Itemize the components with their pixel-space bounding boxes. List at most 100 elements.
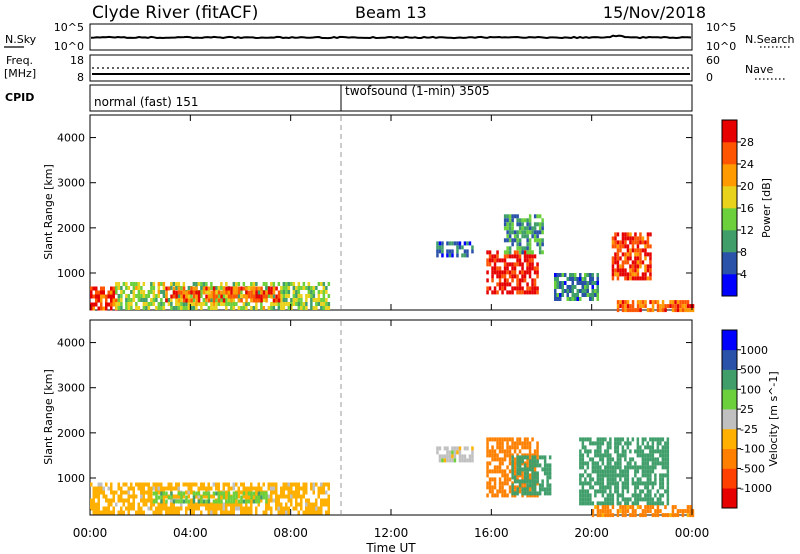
power-cell [656, 308, 660, 313]
velocity-cell [162, 498, 165, 503]
velocity-cell [451, 454, 454, 459]
velocity-cell [533, 459, 537, 464]
power-cell [571, 297, 574, 301]
power-cell [511, 278, 514, 283]
power-cell [569, 289, 572, 293]
velocity-cell [501, 445, 504, 450]
power-cell [265, 286, 268, 290]
velocity-cell [237, 499, 241, 504]
power-cell [616, 256, 620, 261]
velocity-cell [327, 506, 330, 511]
velocity-cell [531, 475, 534, 480]
velocity-cell [265, 502, 268, 507]
velocity-cell [546, 475, 549, 480]
velocity-cell [516, 459, 519, 464]
velocity-cell [95, 510, 98, 515]
power-cell [521, 246, 524, 251]
velocity-cell [619, 505, 622, 510]
velocity-cell [310, 486, 313, 491]
velocity-cell [661, 473, 665, 478]
power-cell [237, 286, 241, 291]
velocity-cell [526, 437, 529, 442]
power-cell [217, 302, 221, 306]
velocity-cell [220, 510, 223, 515]
power-cell [611, 236, 615, 241]
colorbar-tick-label: 28 [740, 136, 754, 149]
power-cell [589, 273, 592, 277]
velocity-cell [651, 441, 655, 446]
power-cell [202, 298, 206, 302]
power-cell [210, 302, 213, 306]
velocity-cell [611, 501, 615, 506]
power-cell [533, 266, 537, 271]
velocity-cell [102, 506, 105, 511]
power-cell [666, 304, 670, 309]
power-cell [596, 297, 599, 301]
power-cell [307, 290, 311, 294]
velocity-cell [596, 461, 600, 466]
velocity-cell [471, 446, 474, 451]
power-cell [536, 286, 539, 291]
power-cell [192, 306, 196, 310]
velocity-cell [137, 486, 140, 491]
power-cell [237, 294, 241, 298]
velocity-cell [541, 467, 544, 472]
power-cell [661, 304, 665, 309]
velocity-cell [205, 491, 208, 496]
velocity-cell [548, 471, 552, 476]
power-cell [192, 286, 196, 291]
velocity-cell [157, 486, 160, 491]
power-cell [626, 272, 630, 277]
velocity-cell [280, 510, 283, 515]
power-cell [644, 256, 647, 261]
velocity-cell [646, 461, 650, 466]
velocity-cell [518, 471, 522, 476]
power-cell [508, 214, 512, 219]
power-cell [491, 258, 494, 263]
velocity-cell [594, 489, 597, 494]
velocity-cell [257, 502, 260, 507]
velocity-cell [493, 477, 497, 482]
velocity-cell [503, 449, 507, 454]
velocity-cell [177, 510, 180, 515]
velocity-cell [508, 445, 512, 450]
power-cell [458, 245, 462, 250]
velocity-cell [624, 473, 627, 478]
velocity-cell [486, 453, 489, 458]
velocity-cell [651, 449, 655, 454]
velocity-cell [105, 482, 108, 487]
velocity-cell [681, 509, 685, 514]
velocity-cell [644, 465, 647, 470]
power-cell [232, 302, 236, 306]
power-cell [160, 306, 163, 310]
power-cell [262, 306, 266, 310]
velocity-cell [609, 477, 612, 482]
power-cell [503, 266, 507, 271]
velocity-cell [222, 510, 225, 515]
power-cell [127, 294, 131, 298]
velocity-cell [609, 469, 612, 474]
power-cell [280, 294, 283, 298]
velocity-cell [280, 490, 283, 495]
velocity-cell [110, 482, 113, 487]
power-cell [518, 262, 522, 267]
velocity-cell [581, 501, 585, 506]
power-cell [579, 289, 582, 293]
velocity-cell [285, 486, 288, 491]
velocity-cell [325, 502, 328, 507]
power-cell [511, 274, 514, 279]
power-cell [523, 230, 527, 235]
velocity-cell [511, 445, 514, 450]
power-cell [140, 298, 143, 302]
power-cell [242, 286, 246, 291]
power-cell [584, 277, 587, 281]
velocity-cell [599, 513, 602, 518]
velocity-cell [624, 449, 627, 454]
velocity-cell [185, 482, 188, 487]
velocity-cell [528, 483, 532, 488]
velocity-cell [511, 483, 514, 488]
power-cell [292, 290, 296, 294]
velocity-cell [533, 455, 537, 460]
power-cell [636, 256, 640, 261]
velocity-cell [521, 487, 524, 492]
